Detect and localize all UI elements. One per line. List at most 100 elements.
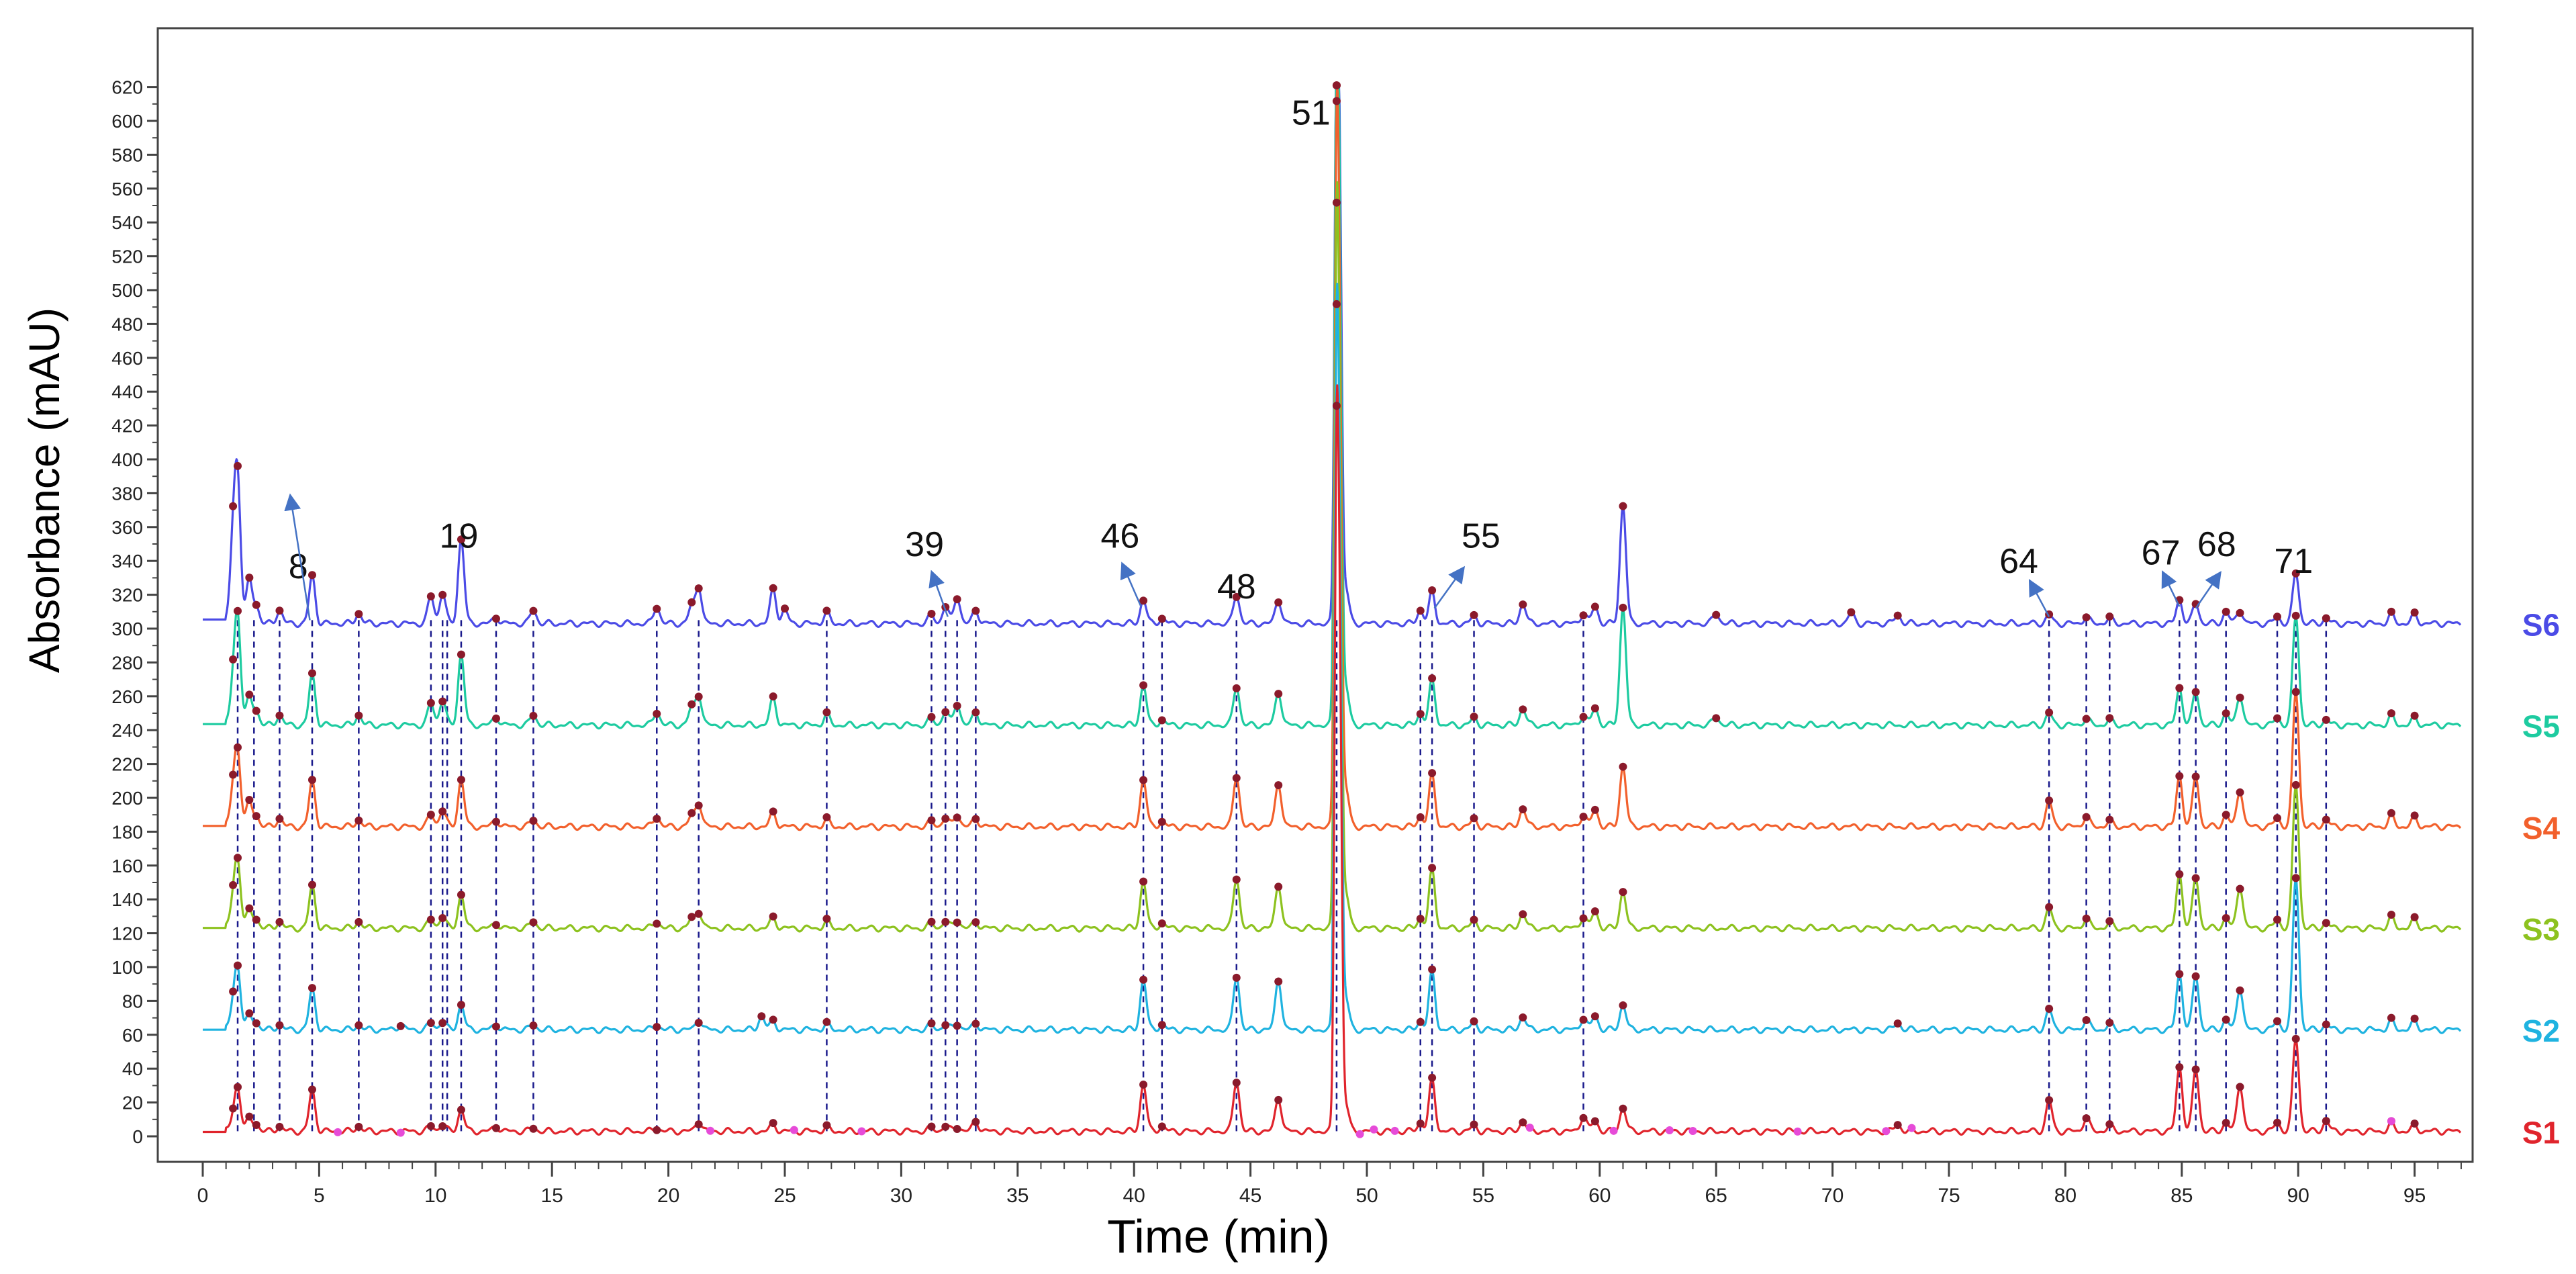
y-tick-label: 440 xyxy=(111,381,143,402)
peak-marker xyxy=(426,1019,435,1028)
peak-marker xyxy=(2105,1018,2114,1027)
peak-marker xyxy=(438,914,447,923)
peak-marker xyxy=(229,770,238,779)
peak-marker xyxy=(2387,709,2395,718)
peak-marker xyxy=(2236,693,2244,702)
y-tick-label: 80 xyxy=(122,991,143,1011)
peak-label-51: 51 xyxy=(1292,93,1331,132)
peak-marker xyxy=(927,917,936,926)
peak-marker xyxy=(491,714,500,723)
y-tick-label: 540 xyxy=(111,212,143,233)
peak-marker xyxy=(941,815,950,823)
peak-marker xyxy=(426,811,435,819)
peak-marker-minor xyxy=(790,1126,798,1134)
peak-marker xyxy=(234,461,242,470)
peak-marker xyxy=(1428,1073,1437,1082)
y-tick-label: 140 xyxy=(111,889,143,910)
peak-marker xyxy=(822,813,831,821)
x-tick-label: 45 xyxy=(1239,1185,1261,1207)
series-line-s4 xyxy=(202,84,2462,831)
peak-marker xyxy=(2175,1063,2184,1072)
peak-marker xyxy=(1590,1117,1599,1126)
peak-marker xyxy=(2191,772,2200,781)
peak-label-48: 48 xyxy=(1217,567,1256,606)
peak-marker xyxy=(1274,977,1283,986)
peak-marker xyxy=(1416,813,1425,821)
peak-arrow-68 xyxy=(2195,571,2222,609)
peak-marker xyxy=(234,743,242,752)
peak-label-8: 8 xyxy=(289,547,308,586)
peak-marker xyxy=(971,606,980,615)
peak-marker xyxy=(2222,709,2230,718)
peak-marker xyxy=(941,1021,950,1030)
peak-label-64: 64 xyxy=(1999,542,2038,581)
peak-marker xyxy=(953,918,961,927)
peak-marker-minor xyxy=(1882,1127,1891,1136)
peak-marker xyxy=(1619,603,1627,612)
peak-marker-minor xyxy=(1609,1126,1618,1135)
peak-label-55: 55 xyxy=(1462,516,1500,555)
peak-marker xyxy=(822,1017,831,1026)
x-tick-label: 35 xyxy=(1006,1185,1029,1207)
y-tick-label: 580 xyxy=(111,144,143,165)
peak-marker xyxy=(1590,704,1599,713)
legend: S6 S5 S4 S3 S2 S1 xyxy=(2522,607,2561,1150)
peak-marker xyxy=(2082,813,2091,821)
peak-marker xyxy=(769,912,777,921)
peak-marker xyxy=(438,1122,447,1130)
peak-marker xyxy=(1893,1121,1902,1130)
peak-marker xyxy=(457,776,465,784)
y-tick-label: 240 xyxy=(111,720,143,741)
peak-marker xyxy=(2082,613,2091,622)
y-tick-label: 180 xyxy=(111,821,143,842)
peak-marker xyxy=(2273,1118,2281,1127)
series-line-s3 xyxy=(202,181,2462,933)
peak-marker xyxy=(1139,877,1148,886)
peak-marker xyxy=(529,817,538,825)
peak-marker xyxy=(1157,615,1166,623)
peak-marker xyxy=(2387,910,2395,919)
peak-marker xyxy=(653,1126,661,1134)
peak-marker xyxy=(275,1122,284,1131)
peak-marker xyxy=(529,606,538,615)
peak-marker xyxy=(275,1021,284,1030)
peak-marker xyxy=(769,584,777,592)
peak-marker xyxy=(354,816,363,825)
peak-marker xyxy=(229,987,238,996)
peak-marker xyxy=(491,921,500,929)
peak-marker xyxy=(307,984,316,993)
peak-marker xyxy=(2082,715,2091,723)
peak-marker xyxy=(245,1009,254,1017)
peak-marker xyxy=(529,1124,538,1133)
peak-marker xyxy=(438,590,447,599)
peak-arrow-55 xyxy=(1433,565,1466,609)
peak-marker xyxy=(275,917,284,926)
y-tick-label: 220 xyxy=(111,754,143,775)
peak-marker xyxy=(1274,882,1283,891)
x-tick-label: 15 xyxy=(541,1185,563,1207)
peak-marker xyxy=(971,918,980,927)
peak-marker xyxy=(1332,198,1341,207)
x-tick-label: 25 xyxy=(773,1185,796,1207)
peak-marker xyxy=(1332,402,1341,410)
peak-marker xyxy=(1157,919,1166,927)
peak-marker xyxy=(1332,97,1341,105)
peak-marker xyxy=(1470,814,1478,823)
peak-marker xyxy=(1416,710,1425,719)
y-tick-label: 320 xyxy=(111,585,143,606)
peak-marker xyxy=(2322,1117,2330,1126)
x-tick-label: 30 xyxy=(890,1185,912,1207)
peak-marker xyxy=(1332,81,1341,90)
peak-marker xyxy=(2291,611,2300,620)
peak-marker xyxy=(307,571,316,580)
x-tick-label: 95 xyxy=(2403,1185,2426,1207)
peak-marker xyxy=(2105,917,2114,925)
peak-marker xyxy=(1470,1017,1478,1026)
peak-marker xyxy=(2175,684,2184,692)
legend-label-s5: S5 xyxy=(2522,709,2560,744)
peak-marker xyxy=(457,891,465,899)
peak-marker xyxy=(687,700,696,709)
peak-marker-minor xyxy=(1355,1130,1364,1138)
peak-marker xyxy=(2410,913,2419,921)
x-tick-label: 65 xyxy=(1705,1185,1727,1207)
